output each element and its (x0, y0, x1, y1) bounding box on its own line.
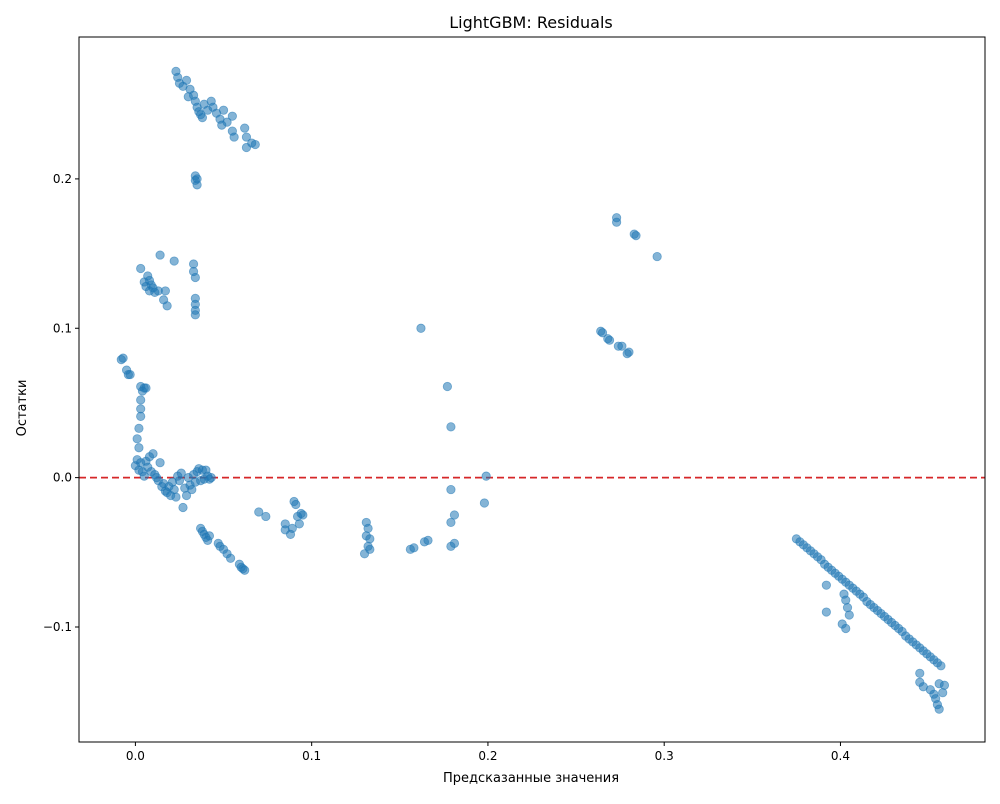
scatter-point (939, 680, 950, 690)
scatter-point (604, 335, 615, 345)
x-axis-label: Предсказанные значения (443, 771, 619, 786)
scatter-point (652, 251, 662, 262)
scatter-point (134, 423, 144, 433)
scatter-point (190, 272, 200, 283)
scatter-point (174, 476, 185, 486)
x-tick-label: 0.0 (126, 749, 145, 763)
scatter-point (597, 328, 608, 338)
y-tick-label: 0.2 (53, 172, 72, 186)
scatter-point (409, 543, 419, 553)
scatter-point (190, 310, 200, 320)
scatter-point (134, 443, 144, 453)
scatter-point (155, 458, 165, 468)
scatter-point (261, 511, 271, 522)
scatter-point (169, 256, 179, 266)
scatter-point (136, 395, 146, 405)
scatter-point (617, 341, 627, 351)
scatter-point (915, 668, 925, 678)
scatter-point (938, 688, 948, 698)
scatter-point (365, 544, 375, 554)
scatter-point (187, 484, 197, 495)
scatter-point (416, 323, 426, 333)
scatter-point (841, 595, 851, 605)
scatter-point (204, 531, 215, 541)
x-tick-label: 0.1 (302, 749, 321, 763)
scatter-point (181, 490, 192, 501)
scatter-point (183, 92, 193, 102)
scatter-point (936, 661, 946, 671)
scatter-point (176, 468, 186, 478)
scatter-point (449, 510, 460, 520)
plot-frame (78, 36, 986, 743)
marks-layer (79, 66, 985, 714)
scatter-point (250, 139, 260, 150)
scatter-point (229, 132, 239, 142)
axes-layer: 0.0 0.1 0.2 0.3 0.4 −0.1 0.0 0.1 0.2 (43, 36, 986, 763)
x-tick-label: 0.3 (655, 749, 674, 763)
scatter-point (225, 553, 236, 563)
scatter-point (481, 471, 491, 481)
scatter-point (241, 132, 252, 142)
scatter-point (181, 75, 192, 85)
scatter-point (298, 510, 308, 520)
x-tick-label: 0.2 (478, 749, 497, 763)
scatter-point (446, 484, 456, 495)
scatter-point (192, 174, 202, 184)
scatter-point (841, 623, 851, 634)
scatter-point (240, 123, 250, 133)
scatter-point (206, 473, 216, 483)
scatter-point (631, 231, 641, 241)
scatter-point (842, 602, 853, 613)
scatter-point (171, 492, 181, 502)
scatter-point (139, 471, 149, 481)
scatter-point (612, 217, 622, 227)
scatter-point (479, 498, 490, 508)
scatter-point (291, 499, 301, 510)
scatter-point (287, 523, 297, 534)
scatter-point (365, 534, 375, 544)
y-tick-label: −0.1 (43, 620, 72, 634)
scatter-point (160, 286, 170, 296)
x-tick-label: 0.4 (831, 749, 850, 763)
scatter-point (136, 263, 146, 274)
scatter-point (624, 347, 634, 357)
scatter-point (934, 704, 944, 714)
scatter-point (446, 517, 456, 528)
scatter-point (821, 607, 831, 617)
chart-title: LightGBM: Residuals (449, 13, 613, 32)
scatter-point (294, 519, 304, 529)
scatter-point (155, 250, 165, 260)
scatter-point (141, 383, 151, 393)
y-tick-label: 0.0 (53, 471, 72, 485)
scatter-point (446, 422, 456, 432)
scatter-point (132, 434, 142, 444)
scatter-point (442, 381, 452, 392)
scatter-point (363, 523, 373, 534)
scatter-point (197, 113, 207, 123)
scatter-point (254, 507, 264, 517)
scatter-point (169, 484, 179, 495)
scatter-point (222, 117, 232, 127)
scatter-point (118, 353, 128, 363)
scatter-point (240, 565, 250, 575)
scatter-point (227, 111, 237, 121)
scatter-point (136, 411, 146, 421)
scatter-point (821, 580, 831, 590)
y-tick-label: 0.1 (53, 321, 72, 335)
scatter-point (423, 535, 433, 545)
scatter-point (844, 610, 854, 620)
scatter-point (148, 449, 158, 459)
scatter-point (218, 105, 229, 115)
scatter-point (178, 502, 188, 513)
y-axis-label: Остатки (15, 380, 30, 437)
scatter-point (162, 301, 172, 311)
scatter-point (449, 538, 460, 548)
scatter-point (125, 369, 135, 380)
